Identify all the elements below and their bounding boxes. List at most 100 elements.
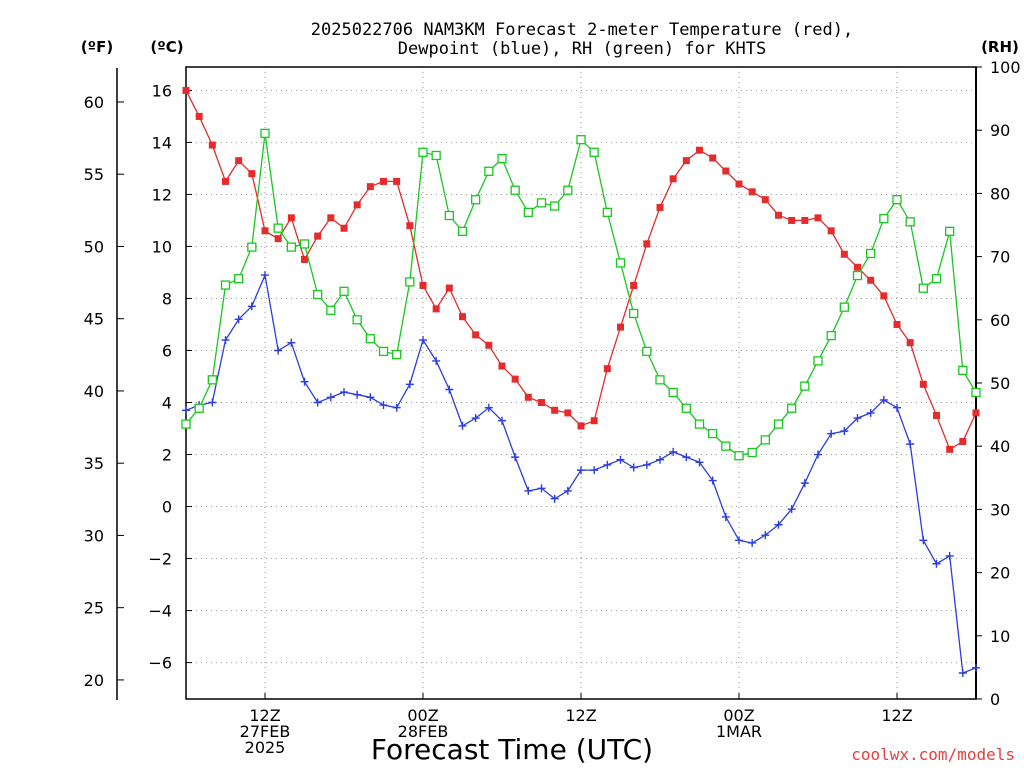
rh-tick-label: 100 [990,58,1021,77]
temperature-point [366,183,374,191]
dewpoint-point [774,520,783,529]
temperature-point [208,141,216,149]
temperature-point [722,167,730,175]
rh-tick-label: 10 [990,627,1010,646]
rh-point [773,419,784,429]
dewpoint-point [471,414,480,423]
celsius-tick-label: −6 [148,654,172,673]
temperature-point [656,203,664,211]
series-dewpoint [182,271,980,677]
celsius-tick-label: 4 [162,394,172,413]
dewpoint-point [353,390,362,399]
temperature-point [538,399,545,407]
temperature-point [946,445,954,453]
temperature-point [235,157,243,165]
celsius-unit-label: (ºC) [150,38,183,56]
temperature-point [906,339,914,347]
temperature-point [498,362,506,370]
temperature-point [485,341,493,349]
rh-point [931,274,942,284]
rh-point [681,403,691,413]
temperature-point [393,177,401,185]
dewpoint-point [669,447,678,456]
rh-point [734,451,744,461]
x-tick-label: 1MAR [716,722,762,741]
rh-point [826,330,836,341]
rh-tick-label: 50 [990,374,1010,393]
rh-point [207,375,217,385]
x-tick-label: 28FEB [398,722,449,741]
dewpoint-point [958,668,967,677]
temperature-point [380,177,387,185]
fahrenheit-tick-label: 35 [84,454,104,473]
temperature-point [761,196,769,204]
rh-point [879,214,889,224]
temperature-point [682,157,690,165]
dewpoint-point [642,460,651,469]
temperature-point [696,146,703,154]
rh-point [273,223,283,233]
rh-point [339,286,349,297]
rh-tick-label: 60 [990,311,1010,330]
rh-point [668,387,678,398]
dewpoint-point [577,466,585,475]
temperature-point [577,422,585,430]
dewpoint-point [563,486,572,495]
dewpoint-point [458,421,467,430]
dewpoint-point [379,401,388,410]
temperature-point [788,216,796,224]
dewpoint-point [313,398,322,407]
dewpoint-point [906,440,915,449]
rh-tick-label: 70 [990,248,1010,267]
celsius-tick-label: 6 [162,341,172,360]
rh-point [181,419,191,429]
dewpoint-point [300,377,309,386]
celsius-tick-label: −4 [148,602,172,621]
dewpoint-point [682,453,691,462]
rh-point [286,242,296,252]
dewpoint-point [893,403,901,412]
dewpoint-point [919,536,928,545]
temperature-point [919,380,927,388]
rh-tick-label: 40 [990,437,1010,456]
temperature-point [248,170,256,178]
rh-point [615,258,626,268]
rh-point [694,419,705,429]
dewpoint-point [326,393,335,402]
rh-point [392,349,402,360]
temperature-point [643,240,651,248]
temperature-point [432,305,440,313]
x-tick-label: 00Z [407,706,438,725]
x-tick-label: 2025 [245,738,286,757]
temperature-point [419,281,427,289]
temperature-point [933,412,940,420]
dewpoint-point [419,336,427,345]
dewpoint-point [866,408,875,417]
dewpoint-point [366,393,375,402]
rh-point [892,195,902,205]
rh-point [813,356,823,366]
fahrenheit-tick-label: 50 [84,237,104,256]
temperature-point [867,276,875,284]
dewpoint-point [221,336,230,345]
rh-point [787,403,797,413]
rh-point [536,198,547,208]
temperature-point [564,409,572,417]
rh-point [352,315,362,325]
rh-point [958,365,968,376]
rh-point [260,128,270,139]
temperature-point [222,177,229,185]
x-tick-label: 00Z [723,706,754,725]
dewpoint-point [524,486,533,495]
fahrenheit-tick-label: 25 [84,599,104,618]
rh-point [655,375,665,385]
dewpoint-point [590,466,599,475]
temperature-point [182,86,190,94]
dewpoint-point [853,414,862,423]
fahrenheit-tick-label: 40 [84,382,104,401]
dewpoint-point [234,315,243,324]
rh-point [800,381,810,391]
temperature-point [630,281,638,289]
dewpoint-point [182,406,190,415]
